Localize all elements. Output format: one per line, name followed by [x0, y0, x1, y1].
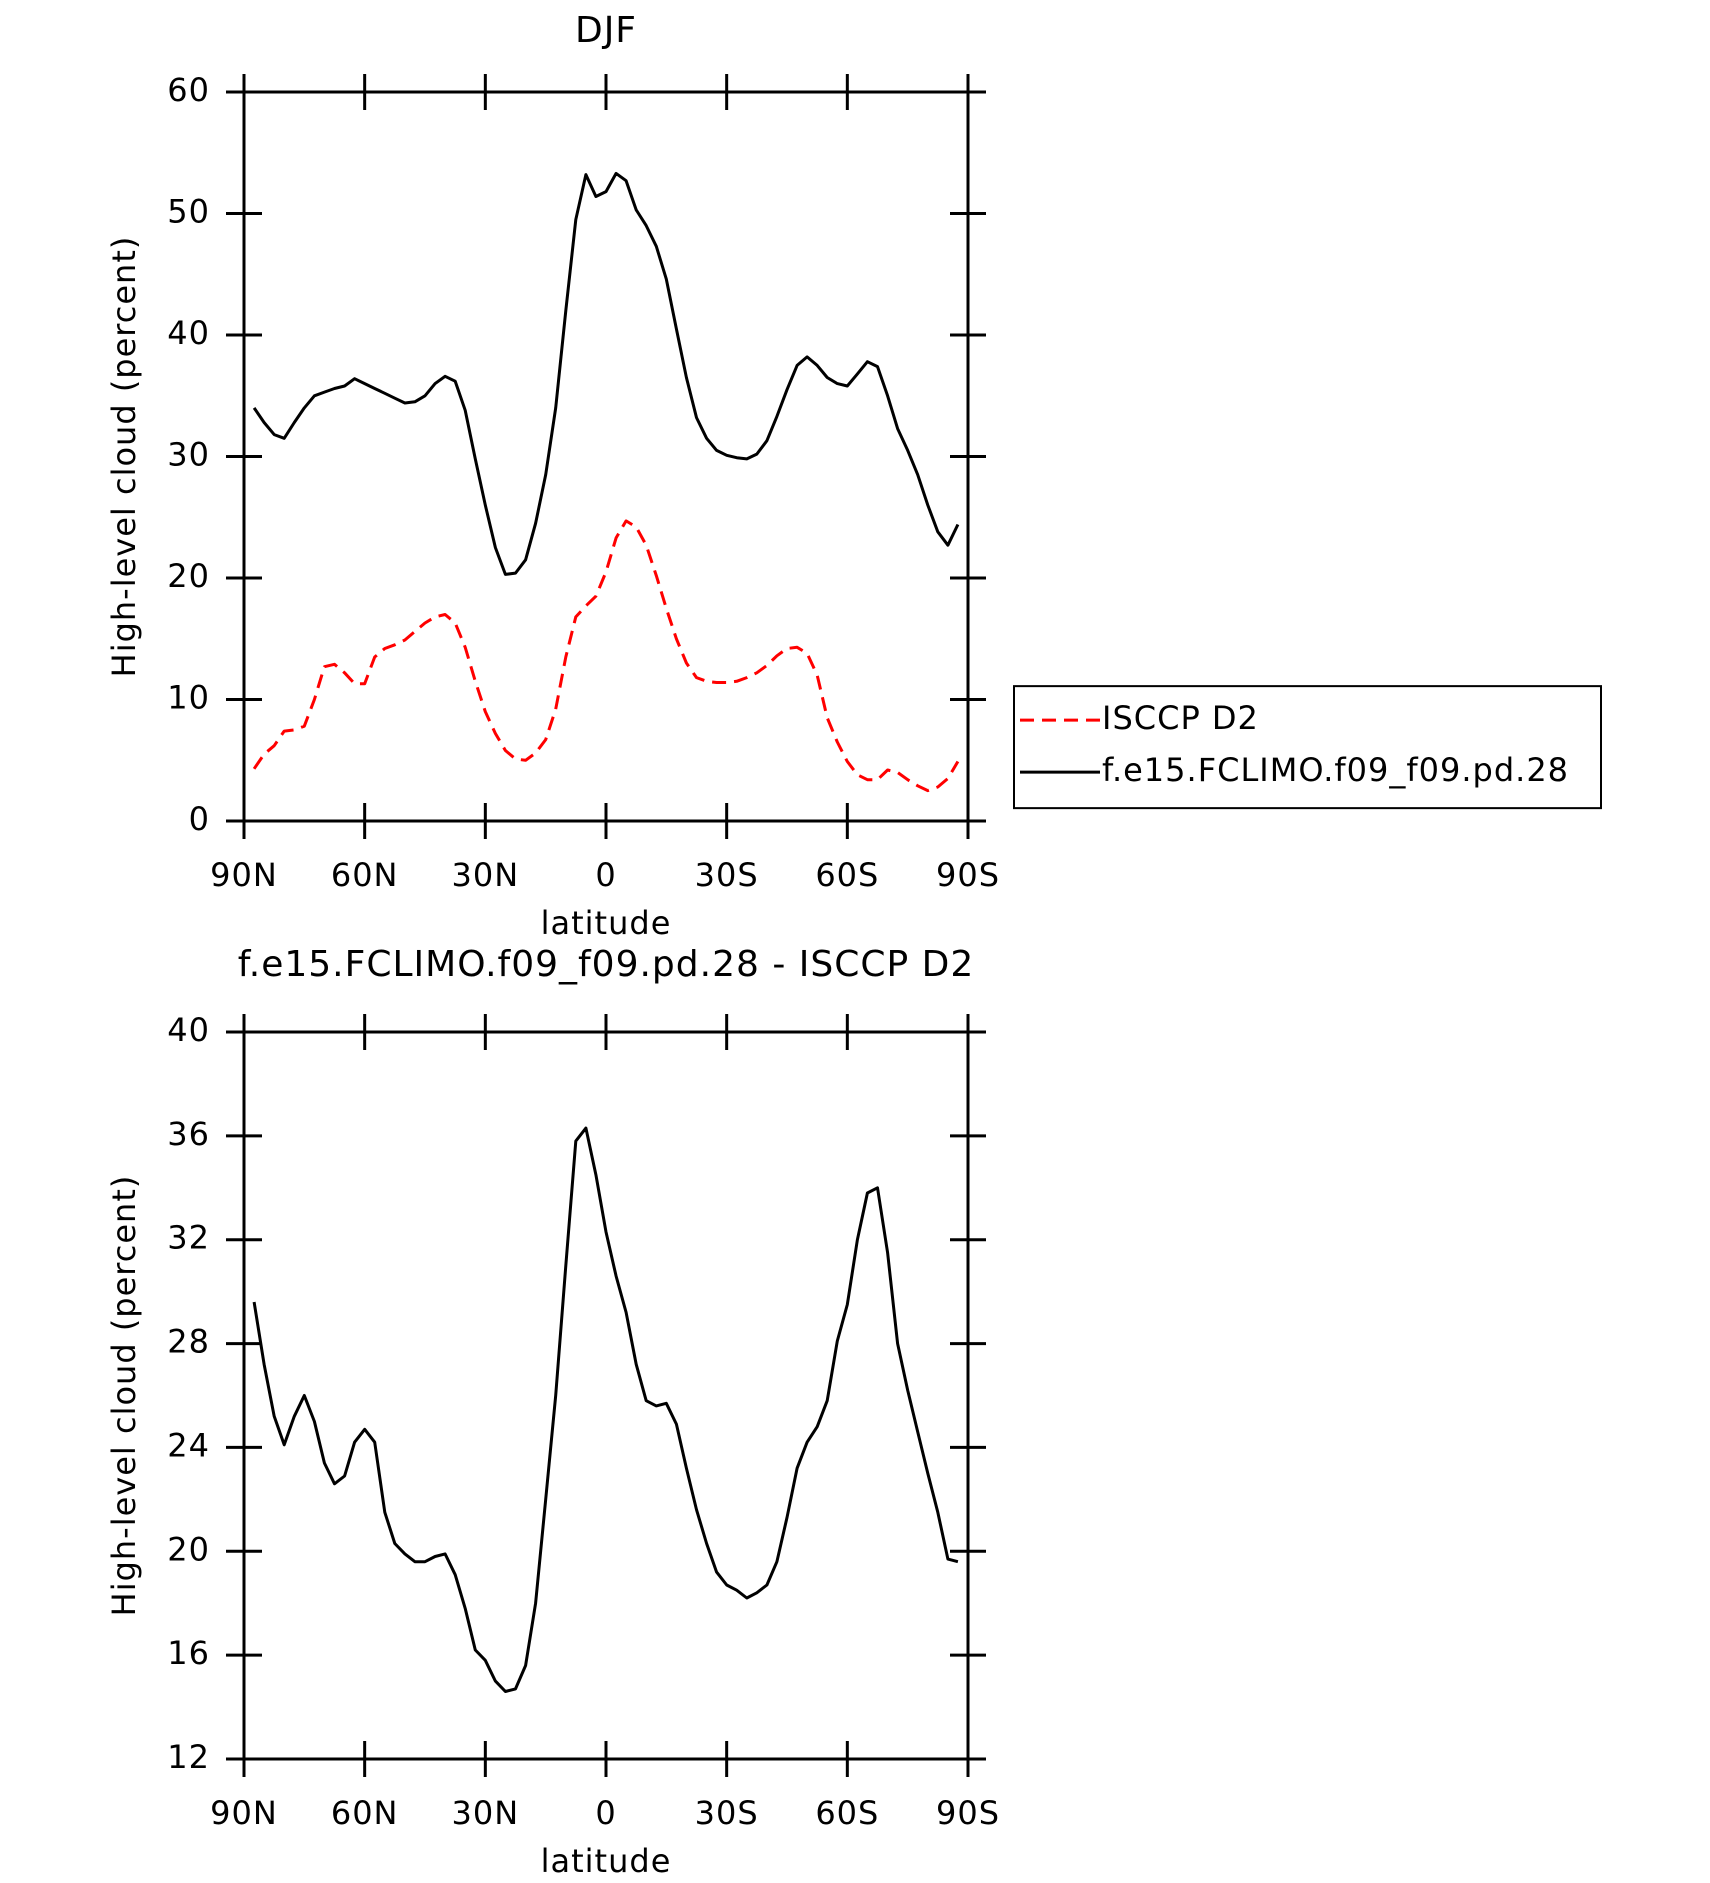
x-tick-label: 60N [331, 1794, 399, 1832]
y-tick-label: 32 [167, 1219, 210, 1257]
y-tick-label: 30 [167, 436, 210, 474]
x-tick-label: 30N [452, 1794, 520, 1832]
x-tick-label: 60S [815, 856, 879, 894]
y-tick-label: 0 [189, 800, 210, 838]
y-axis-label: High-level cloud (percent) [105, 236, 143, 678]
x-tick-label: 60N [331, 856, 399, 894]
x-axis-label: latitude [541, 1842, 672, 1880]
y-tick-label: 24 [167, 1426, 210, 1464]
chart-title: DJF [575, 10, 637, 51]
y-tick-label: 50 [167, 193, 210, 231]
x-tick-label: 0 [595, 1794, 616, 1832]
y-tick-label: 36 [167, 1115, 210, 1153]
x-tick-label: 90S [936, 856, 1000, 894]
y-tick-label: 16 [167, 1634, 210, 1672]
plot-frame [242, 90, 970, 823]
x-tick-label: 90N [210, 1794, 278, 1832]
plot-frame [242, 1030, 970, 1761]
chart-title: f.e15.FCLIMO.f09_f09.pd.28 - ISCCP D2 [238, 944, 975, 985]
y-tick-label: 20 [167, 1530, 210, 1568]
y-tick-label: 12 [167, 1738, 210, 1776]
y-axis-label: High-level cloud (percent) [105, 1175, 143, 1617]
y-tick-label: 40 [167, 314, 210, 352]
x-tick-label: 90N [210, 856, 278, 894]
x-tick-label: 0 [595, 856, 616, 894]
data-line [252, 519, 960, 793]
x-tick-label: 30N [452, 856, 520, 894]
y-tick-label: 40 [167, 1011, 210, 1049]
legend-box [1013, 685, 1602, 810]
x-tick-label: 60S [815, 1794, 879, 1832]
legend-label: ISCCP D2 [1102, 699, 1259, 737]
y-tick-label: 10 [167, 679, 210, 717]
y-tick-label: 28 [167, 1323, 210, 1361]
y-tick-label: 60 [167, 71, 210, 109]
y-tick-label: 20 [167, 557, 210, 595]
x-tick-label: 90S [936, 1794, 1000, 1832]
x-axis-label: latitude [541, 904, 672, 942]
x-tick-label: 30S [695, 1794, 759, 1832]
x-tick-label: 30S [695, 856, 759, 894]
data-line [252, 1126, 959, 1693]
legend-label: f.e15.FCLIMO.f09_f09.pd.28 [1102, 751, 1569, 789]
data-line [252, 171, 960, 576]
